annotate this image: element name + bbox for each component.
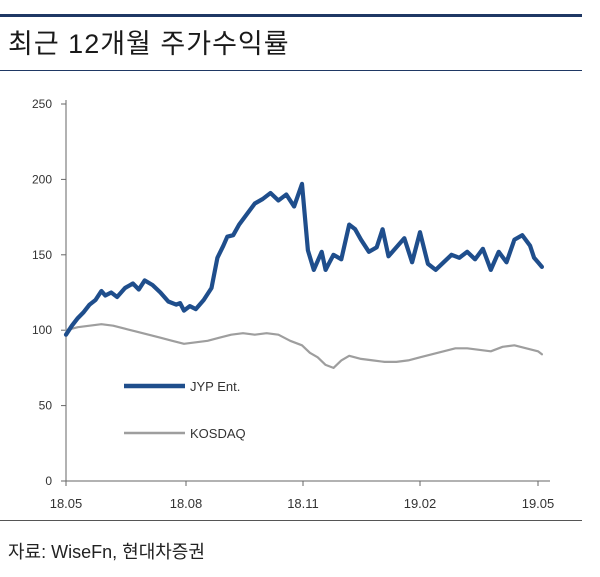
- x-tick-label: 18.11: [287, 496, 319, 511]
- line-chart: 0 50 100 150 200 250 18.05 18.08 18.11 19.02 19.05…: [32, 97, 555, 511]
- y-tick-label: 0: [45, 474, 52, 488]
- y-tick-label: 200: [32, 172, 52, 186]
- series-line-jyp-ent: [63, 181, 545, 337]
- legend-label: JYP Ent.: [190, 379, 240, 394]
- x-tick-label: 19.05: [522, 496, 555, 511]
- y-tick-label: 250: [32, 97, 52, 111]
- chart-title: 최근 12개월 주가수익률: [8, 29, 290, 59]
- x-tick-label: 19.02: [404, 496, 437, 511]
- x-tick-label: 18.08: [170, 496, 203, 511]
- legend-label: KOSDAQ: [190, 426, 246, 441]
- y-tick-label: 50: [39, 399, 53, 413]
- x-tick-label: 18.05: [50, 496, 83, 511]
- source-note: 자료: WiseFn, 현대차증권: [8, 542, 205, 562]
- title-rule: [0, 70, 582, 71]
- y-tick-label: 150: [32, 248, 52, 262]
- series-line-kosdaq: [64, 323, 544, 369]
- bottom-rule: [0, 520, 582, 521]
- top-rule: [0, 14, 582, 17]
- y-tick-label: 100: [32, 323, 52, 337]
